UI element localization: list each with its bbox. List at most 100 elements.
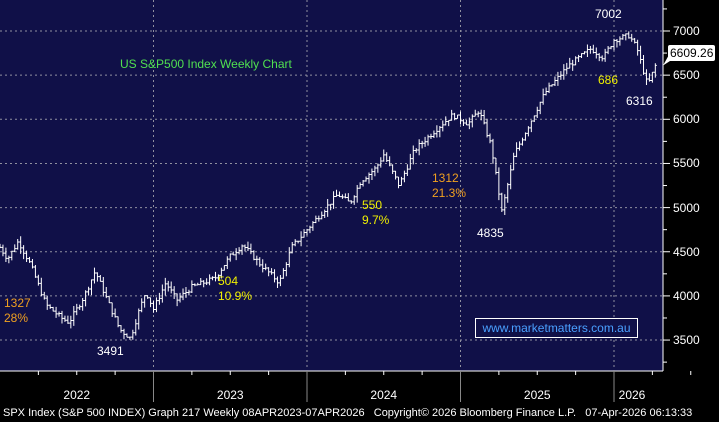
ohlc-bar bbox=[107, 295, 111, 304]
ohlc-bar bbox=[92, 267, 96, 284]
annotation-1327: 1327 28% bbox=[4, 296, 31, 326]
ohlc-bar bbox=[402, 170, 406, 183]
ohlc-bar bbox=[246, 241, 250, 251]
ohlc-bar bbox=[275, 276, 279, 288]
ohlc-bar bbox=[134, 319, 138, 336]
ohlc-bar bbox=[491, 138, 495, 164]
ohlc-bar bbox=[317, 215, 321, 222]
ohlc-bar bbox=[367, 172, 371, 184]
ohlc-bar bbox=[441, 120, 445, 132]
ohlc-bar bbox=[565, 62, 569, 75]
ohlc-bar bbox=[199, 278, 203, 286]
ohlc-bar bbox=[10, 250, 14, 261]
ohlc-bar bbox=[370, 168, 374, 180]
x-tick-label: 2025 bbox=[523, 388, 551, 402]
ohlc-bar bbox=[240, 244, 244, 255]
ohlc-bar bbox=[146, 295, 150, 299]
annotation-504: 504 10.9% bbox=[218, 274, 252, 304]
ohlc-bar bbox=[594, 47, 598, 59]
ohlc-bar bbox=[25, 250, 29, 263]
ohlc-bar bbox=[385, 152, 389, 162]
ohlc-bar bbox=[122, 328, 126, 340]
ohlc-bar bbox=[423, 136, 427, 147]
ohlc-bar bbox=[497, 167, 501, 201]
watermark-website: www.marketmatters.com.au bbox=[475, 318, 638, 338]
ohlc-bar bbox=[500, 192, 504, 213]
ohlc-bar bbox=[532, 115, 536, 122]
ohlc-bar bbox=[264, 263, 268, 271]
ohlc-bar bbox=[302, 229, 306, 238]
ohlc-bar bbox=[326, 199, 330, 217]
ohlc-bar bbox=[574, 56, 578, 66]
ohlc-bar bbox=[538, 101, 542, 115]
ohlc-bar bbox=[343, 193, 347, 199]
ohlc-bar bbox=[152, 301, 155, 313]
ohlc-bar bbox=[408, 153, 412, 170]
ohlc-bar bbox=[196, 282, 200, 286]
ohlc-bar bbox=[399, 176, 403, 186]
ohlc-bar bbox=[311, 221, 315, 231]
ohlc-bar bbox=[211, 276, 215, 281]
ohlc-bar bbox=[228, 253, 232, 262]
ohlc-bar bbox=[323, 209, 327, 218]
ohlc-bar bbox=[113, 308, 117, 318]
x-tick-label: 2026 bbox=[618, 388, 646, 402]
ohlc-bar bbox=[414, 148, 418, 153]
ohlc-bar bbox=[650, 71, 654, 83]
ohlc-bar bbox=[216, 274, 220, 281]
y-tick-label: 6000 bbox=[673, 112, 700, 127]
ohlc-bar bbox=[66, 315, 70, 324]
ohlc-bar bbox=[222, 265, 226, 271]
x-tick-label: 2023 bbox=[216, 388, 244, 402]
ohlc-bar bbox=[568, 57, 572, 69]
ohlc-bar bbox=[299, 231, 303, 247]
ohlc-bar bbox=[644, 69, 648, 85]
ohlc-bar bbox=[464, 119, 468, 126]
ohlc-bar bbox=[205, 278, 209, 286]
ohlc-bar bbox=[84, 290, 88, 307]
ohlc-bar bbox=[417, 139, 421, 156]
ohlc-bar bbox=[621, 33, 625, 40]
y-tick-label: 5000 bbox=[673, 200, 700, 215]
ohlc-bar bbox=[131, 329, 135, 340]
ohlc-bar bbox=[57, 311, 61, 317]
ohlc-bar bbox=[178, 292, 182, 303]
ohlc-bar bbox=[4, 247, 8, 263]
ohlc-bar bbox=[231, 251, 235, 256]
ohlc-bar bbox=[166, 280, 170, 292]
x-tick-label: 2022 bbox=[63, 388, 91, 402]
ohlc-bar bbox=[187, 289, 191, 296]
ohlc-bar bbox=[633, 38, 637, 44]
ohlc-bar bbox=[429, 133, 433, 140]
ohlc-bar bbox=[0, 243, 2, 249]
ohlc-bar bbox=[379, 157, 383, 168]
ohlc-bar bbox=[234, 248, 238, 261]
ohlc-bar bbox=[526, 126, 530, 137]
ohlc-bar bbox=[284, 262, 288, 277]
ohlc-bar bbox=[208, 274, 212, 286]
ohlc-bar bbox=[225, 256, 229, 269]
ann-pct: 21.3% bbox=[432, 186, 467, 200]
ohlc-bar bbox=[255, 255, 259, 266]
ohlc-bar bbox=[193, 283, 197, 287]
x-tick-label: 2024 bbox=[370, 388, 398, 402]
ohlc-bar bbox=[588, 45, 592, 54]
ohlc-bar bbox=[494, 157, 498, 175]
ohlc-bar bbox=[119, 325, 123, 333]
ohlc-bar bbox=[95, 272, 99, 282]
ohlc-bar bbox=[101, 277, 105, 297]
ohlc-bar bbox=[476, 111, 480, 118]
ohlc-bar bbox=[104, 286, 108, 299]
ohlc-bar bbox=[287, 247, 291, 268]
ohlc-bar bbox=[479, 109, 483, 121]
ohlc-bar bbox=[459, 111, 462, 125]
ohlc-bar bbox=[175, 293, 179, 307]
ohlc-bar bbox=[603, 48, 607, 62]
ohlc-bar bbox=[172, 286, 176, 299]
ohlc-bar bbox=[456, 114, 460, 119]
ohlc-bar bbox=[72, 306, 76, 326]
ohlc-bar bbox=[149, 297, 153, 308]
ohlc-bar bbox=[518, 141, 522, 151]
ohlc-bar bbox=[181, 288, 185, 301]
ohlc-bar bbox=[69, 315, 73, 329]
